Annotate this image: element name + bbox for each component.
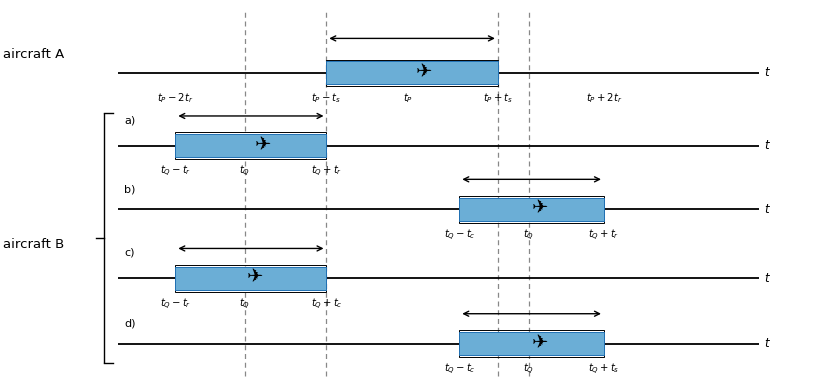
Text: $t_Q-t_c$: $t_Q-t_c$: [444, 228, 475, 243]
Text: $t_P+t_s$: $t_P+t_s$: [483, 91, 512, 105]
Text: c): c): [124, 248, 135, 258]
Text: $t_Q-t_c$: $t_Q-t_c$: [444, 362, 475, 377]
Text: $t$: $t$: [764, 139, 771, 152]
Bar: [175, 134, 326, 157]
Text: $t$: $t$: [764, 337, 771, 350]
Text: $t$: $t$: [764, 66, 771, 79]
Bar: [326, 60, 498, 86]
Text: $t_Q$: $t_Q$: [239, 297, 251, 312]
Bar: [175, 265, 326, 292]
Text: d): d): [124, 319, 135, 329]
Text: aircraft B: aircraft B: [3, 238, 64, 251]
Text: $t_P-2t_r$: $t_P-2t_r$: [157, 91, 193, 105]
Bar: [459, 198, 604, 221]
Text: $t_Q-t_r$: $t_Q-t_r$: [160, 297, 191, 312]
Text: $t_Q+t_c$: $t_Q+t_c$: [311, 297, 342, 312]
Text: $t$: $t$: [764, 272, 771, 285]
Text: $t_Q+t_s$: $t_Q+t_s$: [588, 362, 619, 377]
Text: $t_P+2t_r$: $t_P+2t_r$: [586, 91, 622, 105]
Text: $t_Q-t_r$: $t_Q-t_r$: [160, 164, 191, 179]
Text: $t$: $t$: [764, 203, 771, 216]
Bar: [459, 332, 604, 355]
Text: $t_P$: $t_P$: [403, 91, 413, 105]
Text: ✈: ✈: [531, 332, 548, 351]
Text: ✈: ✈: [255, 134, 272, 154]
Text: $t_P-t_s$: $t_P-t_s$: [312, 91, 341, 105]
Text: ✈: ✈: [416, 61, 432, 81]
Text: $t_Q$: $t_Q$: [523, 228, 534, 243]
Text: aircraft A: aircraft A: [3, 48, 64, 61]
Text: $t_Q$: $t_Q$: [523, 362, 534, 377]
Bar: [459, 196, 604, 223]
Bar: [459, 330, 604, 357]
Text: b): b): [124, 184, 135, 194]
Text: ✈: ✈: [246, 267, 264, 286]
Text: ✈: ✈: [531, 198, 548, 217]
Text: $t_Q+t_r$: $t_Q+t_r$: [588, 228, 619, 243]
Bar: [175, 267, 326, 290]
Text: a): a): [124, 115, 135, 125]
Bar: [326, 61, 498, 84]
Bar: [175, 132, 326, 159]
Text: $t_Q$: $t_Q$: [239, 164, 251, 179]
Text: $t_Q+t_r$: $t_Q+t_r$: [311, 164, 342, 179]
